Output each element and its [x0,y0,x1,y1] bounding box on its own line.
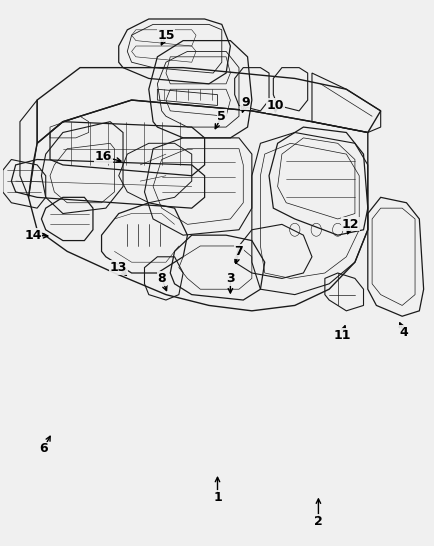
Text: 14: 14 [24,229,42,242]
Text: 13: 13 [110,261,127,274]
Text: 8: 8 [157,272,166,285]
Text: 10: 10 [266,99,283,112]
Text: 5: 5 [217,110,226,123]
Text: 2: 2 [313,515,322,528]
Text: 9: 9 [240,96,249,109]
Text: 15: 15 [157,29,174,41]
Text: 7: 7 [234,245,243,258]
Text: 12: 12 [341,218,358,231]
Text: 3: 3 [226,272,234,285]
Text: 1: 1 [213,491,221,504]
Text: 11: 11 [332,329,350,342]
Text: 4: 4 [399,326,408,339]
Text: 6: 6 [39,442,48,455]
Text: 16: 16 [95,150,112,163]
